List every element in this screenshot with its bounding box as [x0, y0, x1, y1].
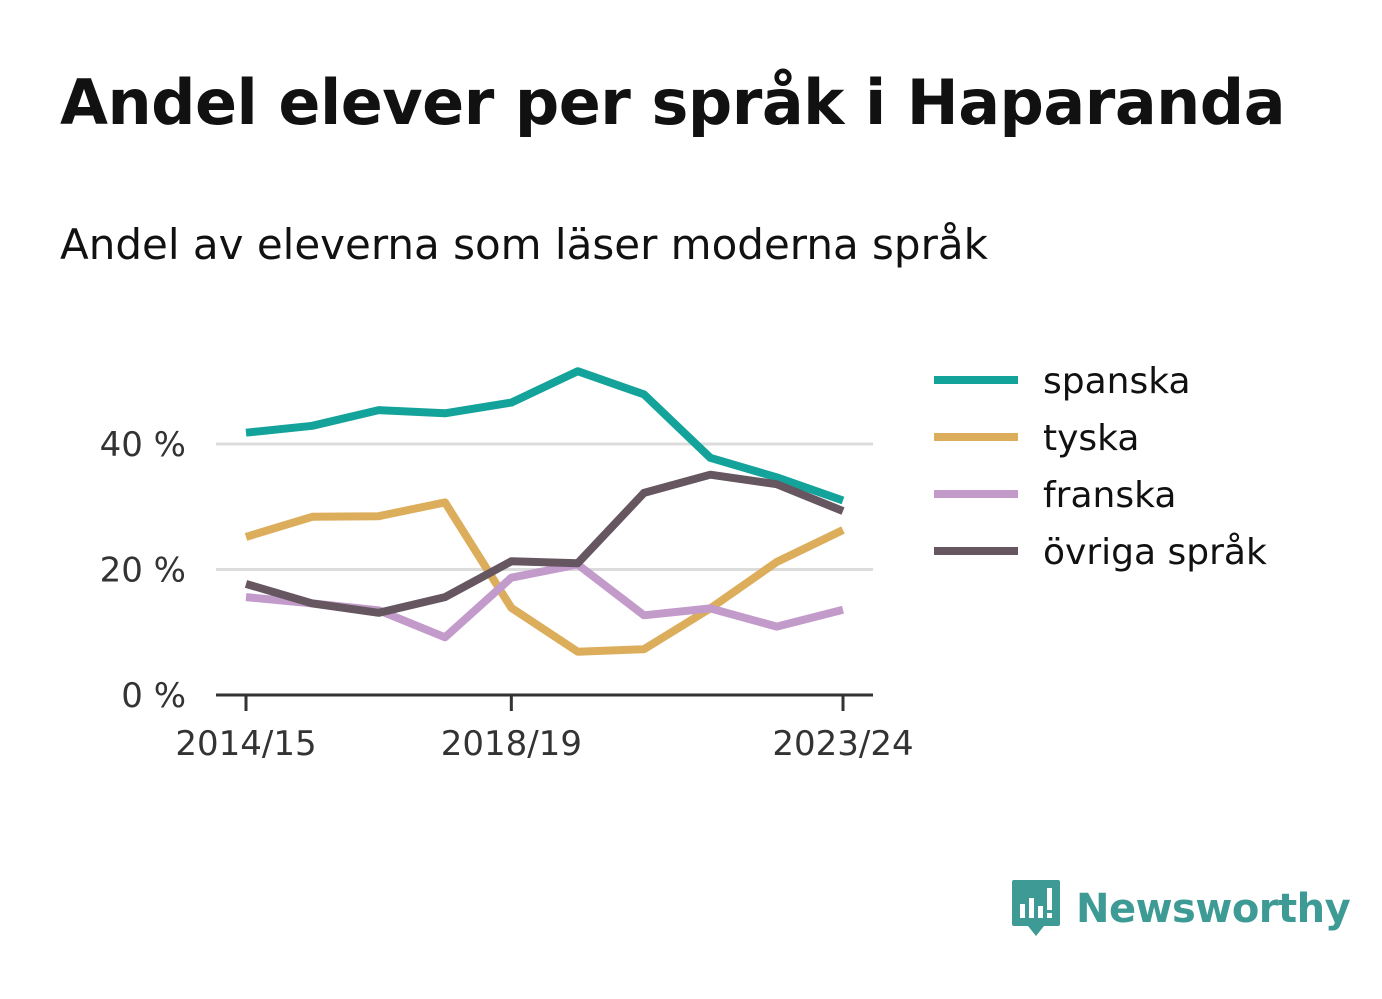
series-line-övriga-språk: [244, 470, 845, 617]
legend-item: franska: [934, 475, 1176, 516]
legend-label: franska: [1043, 475, 1176, 516]
x-tick-label: 2018/19: [441, 724, 582, 764]
legend-item: tyska: [934, 418, 1139, 459]
legend-item: spanska: [934, 361, 1191, 402]
brand-name: Newsworthy: [1076, 886, 1351, 932]
legend-label: övriga språk: [1043, 532, 1267, 573]
y-tick-label: 0 %: [121, 676, 186, 716]
newsworthy-logo: Newsworthy: [1010, 876, 1351, 942]
legend: spanska tyska franska övriga språk: [934, 361, 1267, 573]
x-tick-label: 2014/15: [175, 724, 316, 764]
x-tick-label: 2023/24: [772, 724, 913, 764]
newsworthy-logo-icon: [1012, 880, 1060, 936]
legend-item: övriga språk: [934, 532, 1267, 573]
x-axis: 0 % 20 % 40 % 2014/15 2018/19 2023/24: [100, 425, 914, 764]
chart-title: Andel elever per språk i Haparanda: [60, 66, 1286, 139]
y-tick-label: 40 %: [100, 425, 186, 465]
legend-label: spanska: [1043, 361, 1191, 402]
gridlines: [216, 442, 873, 571]
series-lines: [244, 367, 845, 656]
chart-subtitle: Andel av eleverna som läser moderna språ…: [60, 220, 988, 269]
legend-label: tyska: [1043, 418, 1139, 459]
y-tick-label: 20 %: [100, 551, 186, 591]
series-line-tyska: [244, 498, 845, 656]
series-line-spanska: [245, 367, 845, 505]
